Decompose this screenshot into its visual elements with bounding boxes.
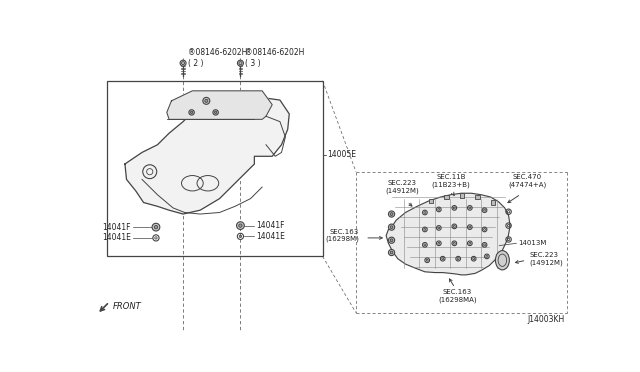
Circle shape xyxy=(237,222,244,230)
Bar xyxy=(460,193,465,198)
Circle shape xyxy=(390,251,393,254)
Text: ®08146-6202H
( 2 ): ®08146-6202H ( 2 ) xyxy=(188,48,247,68)
Text: SEC.163
(16298M): SEC.163 (16298M) xyxy=(325,229,359,243)
Circle shape xyxy=(189,110,195,115)
Text: 14041E: 14041E xyxy=(102,233,131,243)
Text: 14041F: 14041F xyxy=(102,222,131,232)
Circle shape xyxy=(154,225,157,229)
Text: 14041E: 14041E xyxy=(256,232,285,241)
Circle shape xyxy=(213,110,218,115)
Circle shape xyxy=(180,60,186,66)
Circle shape xyxy=(205,99,208,102)
Polygon shape xyxy=(167,91,272,119)
Circle shape xyxy=(237,60,243,66)
Circle shape xyxy=(191,111,193,113)
Text: SEC.223
(14912M): SEC.223 (14912M) xyxy=(385,180,419,194)
Text: 14013M: 14013M xyxy=(518,240,547,246)
Text: ®08146-6202H
( 3 ): ®08146-6202H ( 3 ) xyxy=(245,48,305,68)
Text: 14005E: 14005E xyxy=(327,150,356,159)
Text: SEC.470
(47474+A): SEC.470 (47474+A) xyxy=(508,174,547,188)
Text: SEC.11B
(11B23+B): SEC.11B (11B23+B) xyxy=(432,174,470,188)
Circle shape xyxy=(182,62,184,65)
Circle shape xyxy=(388,211,395,217)
Circle shape xyxy=(390,226,393,228)
Circle shape xyxy=(388,237,395,243)
Polygon shape xyxy=(125,97,289,214)
Bar xyxy=(429,199,433,203)
Bar xyxy=(107,81,323,256)
Text: 14041F: 14041F xyxy=(256,221,284,230)
Bar xyxy=(476,195,480,199)
Text: SEC.163
(16298MA): SEC.163 (16298MA) xyxy=(438,289,477,303)
Bar xyxy=(444,195,449,199)
Circle shape xyxy=(388,250,395,256)
Circle shape xyxy=(390,213,393,215)
Text: J14003KH: J14003KH xyxy=(527,315,564,324)
Polygon shape xyxy=(386,193,510,275)
Circle shape xyxy=(214,111,217,113)
Circle shape xyxy=(239,224,242,227)
Ellipse shape xyxy=(495,251,509,270)
Circle shape xyxy=(203,97,210,104)
Bar xyxy=(491,200,495,205)
Circle shape xyxy=(152,223,160,231)
Circle shape xyxy=(390,239,393,241)
Circle shape xyxy=(239,62,242,65)
Text: SEC.223
(14912M): SEC.223 (14912M) xyxy=(529,252,563,266)
Circle shape xyxy=(388,224,395,230)
Text: FRONT: FRONT xyxy=(113,302,141,311)
